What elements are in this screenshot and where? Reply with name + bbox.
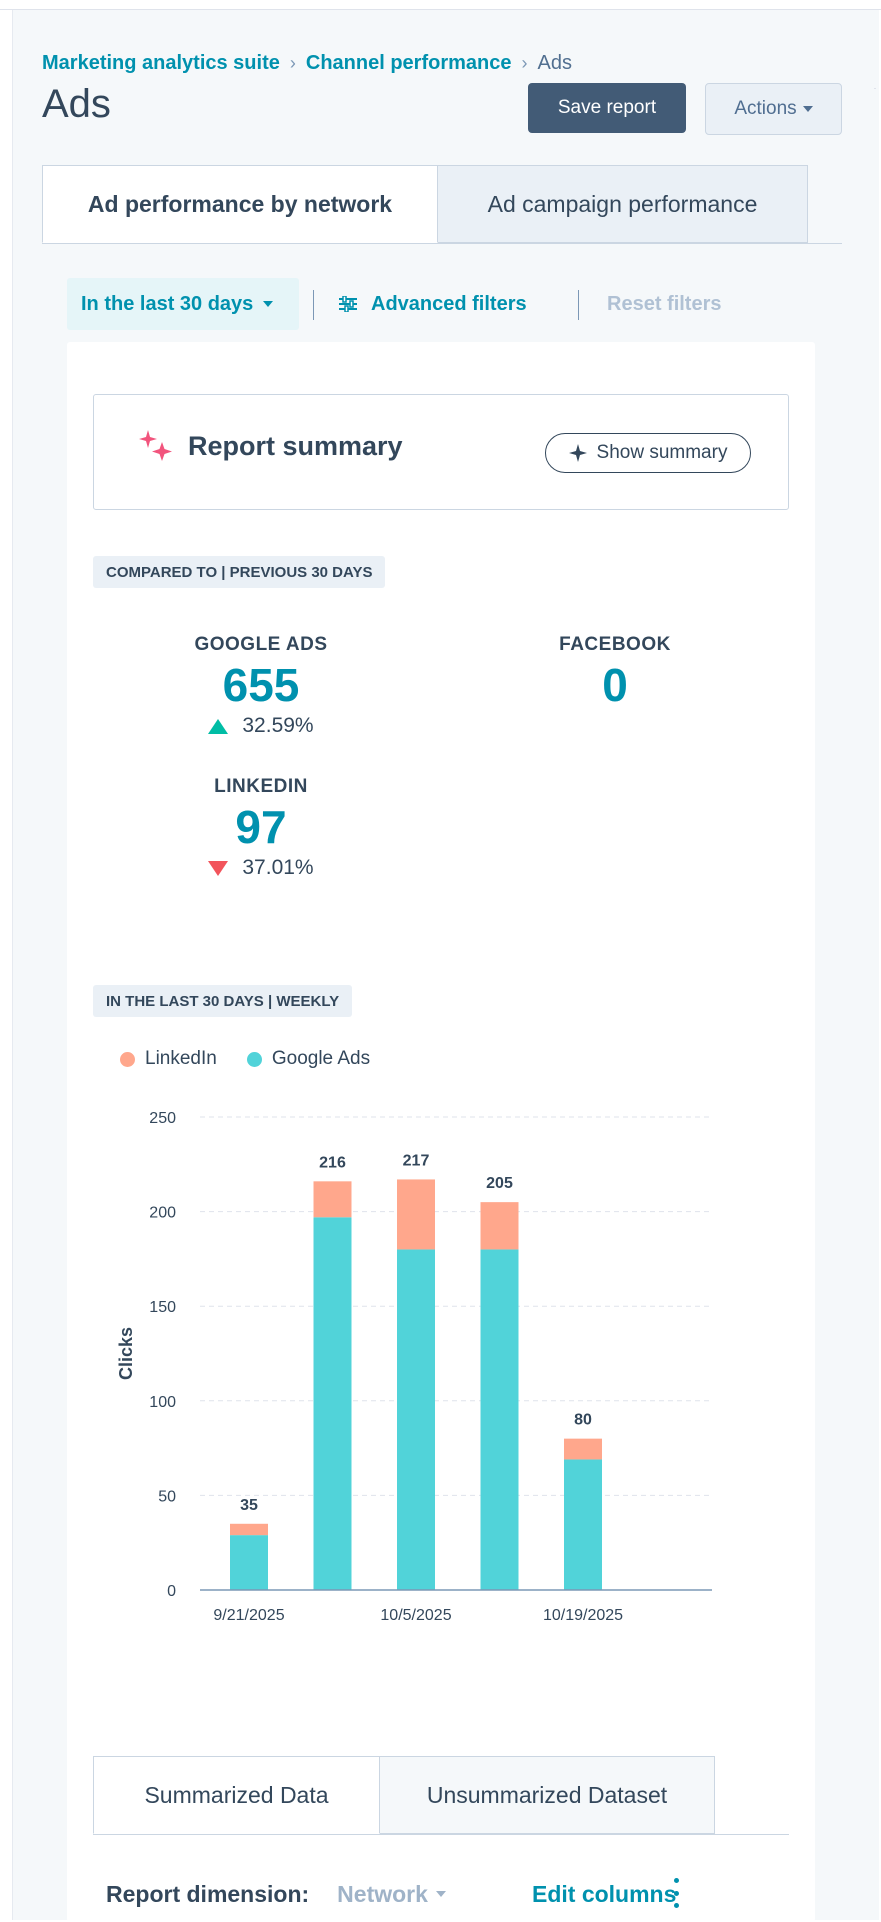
y-tick-label: 50 [158,1488,176,1505]
bar-google-ads [564,1459,602,1590]
comparison-tag: COMPARED TO | PREVIOUS 30 DAYS [93,556,386,588]
bar-google-ads [230,1535,268,1590]
kpi-value: 97 [235,801,287,853]
filter-divider [578,290,579,320]
caret-down-icon [263,301,274,307]
filter-bar: In the last 30 days Advanced filters Res… [67,278,857,330]
date-range-label: In the last 30 days [81,292,254,315]
kpi-value: 0 [602,659,628,711]
kpi-google-ads: GOOGLE ADS 655 32.59% [141,634,381,738]
summary-heading: Report summary [138,428,403,464]
sparkle-icon [568,444,587,462]
bar-linkedin [564,1438,602,1460]
y-tick-label: 250 [149,1110,176,1127]
save-report-button[interactable]: Save report [528,83,686,133]
kpi-value: 655 [222,659,300,711]
clicks-bar-chart: 0 50 100 150 200 250 35 216 217 205 80 9/21/2025 10/… [116,1110,712,1622]
bar-total-label: 216 [319,1154,346,1171]
y-tick-label: 200 [149,1205,176,1222]
x-tick-label: 10/5/2025 [380,1607,451,1622]
trend-down-icon [208,860,229,876]
breadcrumb-link-channel[interactable]: Channel performance [305,52,512,74]
top-divider [0,9,881,10]
bar-linkedin [313,1181,352,1218]
caret-down-icon [802,106,813,112]
report-card: Report summary Show summary COMPARED TO … [67,342,815,1922]
summary-title: Report summary [188,430,403,461]
date-range-filter[interactable]: In the last 30 days [67,278,299,330]
y-axis-title: Clicks [116,1327,136,1380]
trend-up-icon [208,718,229,734]
bar-linkedin [230,1523,268,1536]
report-tabs: Ad performance by network Ad campaign pe… [42,165,842,244]
report-dimension-select[interactable]: Network [337,1881,446,1908]
sliders-icon [339,296,357,312]
kpi-linkedin: LINKEDIN 97 37.01% [141,776,381,880]
chevron-right-icon: › [521,53,528,73]
tab-ad-campaign-performance[interactable]: Ad campaign performance [438,165,808,243]
data-tabs: Summarized Data Unsummarized Dataset [93,1756,789,1835]
kpi-change: 32.59% [141,714,381,738]
show-summary-button[interactable]: Show summary [545,433,751,473]
reset-filters-button[interactable]: Reset filters [607,292,722,315]
legend-swatch-linkedin [120,1051,135,1067]
legend-item-linkedin[interactable]: LinkedIn [120,1048,217,1070]
kpi-label: LINKEDIN [214,776,308,797]
tab-unsummarized-dataset[interactable]: Unsummarized Dataset [380,1756,715,1834]
actions-dropdown-button[interactable]: Actions [705,83,842,135]
tab-summarized-data[interactable]: Summarized Data [93,1756,380,1834]
chart-legend: LinkedIn Google Ads [120,1048,370,1070]
kpi-change-value: 32.59% [242,714,314,737]
bar-total-label: 35 [240,1497,258,1514]
bar-google-ads [397,1249,435,1590]
legend-label-linkedin: LinkedIn [145,1048,217,1069]
show-summary-label: Show summary [596,442,728,463]
advanced-filters-label: Advanced filters [371,292,527,315]
sparkles-icon [139,430,172,461]
more-options-icon[interactable] [674,1878,680,1908]
x-tick-label: 10/19/2025 [543,1607,623,1622]
legend-swatch-google-ads [246,1051,262,1067]
report-dimension-label: Report dimension: [106,1880,310,1907]
breadcrumb-link-suite[interactable]: Marketing analytics suite [42,52,280,74]
y-tick-label: 100 [149,1394,176,1411]
bar-total-label: 217 [403,1152,430,1169]
filter-divider [313,290,314,320]
legend-item-google-ads[interactable]: Google Ads [246,1048,371,1070]
bar-linkedin [397,1179,435,1250]
chevron-right-icon: › [289,53,296,73]
kpi-change-value: 37.01% [242,856,314,879]
kpi-change: 37.01% [141,856,381,880]
legend-label-google-ads: Google Ads [271,1048,371,1069]
advanced-filters-button[interactable]: Advanced filters [339,278,527,330]
y-tick-label: 0 [167,1583,176,1600]
kpi-label: GOOGLE ADS [194,634,328,655]
report-dimension-value: Network [337,1880,428,1907]
chart-period-tag: IN THE LAST 30 DAYS | WEEKLY [93,985,353,1017]
breadcrumb: Marketing analytics suite › Channel perf… [42,52,572,75]
tab-ad-performance-by-network[interactable]: Ad performance by network [42,165,438,243]
bar-total-label: 205 [486,1175,513,1192]
bar-google-ads [313,1217,352,1590]
right-edge-line [874,88,876,89]
bar-linkedin [480,1202,519,1250]
report-dimension-row: Report dimension: Network Edit columns [106,1874,786,1914]
x-tick-label: 9/21/2025 [213,1607,284,1622]
bar-total-label: 80 [574,1412,592,1429]
caret-down-icon [435,1891,446,1897]
report-summary-panel: Report summary Show summary [93,394,789,510]
actions-label: Actions [734,98,797,119]
bar-google-ads [480,1249,519,1590]
breadcrumb-current: Ads [537,52,572,74]
kpi-label: FACEBOOK [559,634,671,655]
kpi-facebook: FACEBOOK 0 [495,634,735,714]
page-title: Ads [42,82,111,126]
y-tick-label: 150 [149,1299,176,1316]
edit-columns-button[interactable]: Edit columns [532,1880,677,1907]
